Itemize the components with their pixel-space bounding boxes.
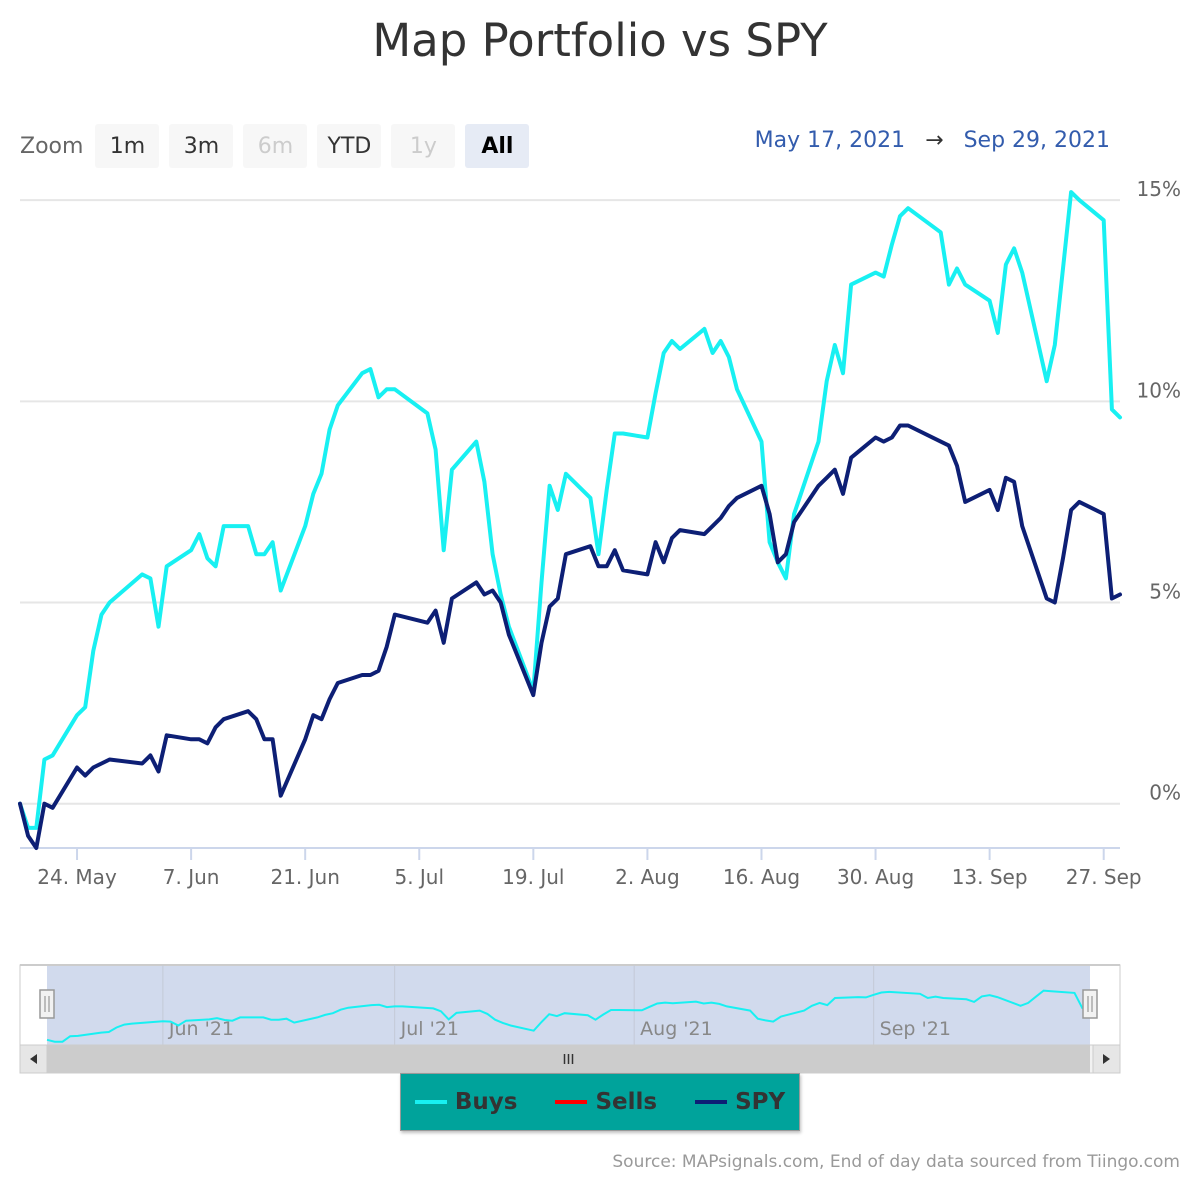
y-axis: 0% 5% 10% 15% [1137, 177, 1181, 805]
x-tick-label: 21. Jun [270, 865, 339, 889]
zoom-3m-button[interactable]: 3m [169, 124, 234, 168]
gridlines [20, 199, 1120, 805]
navigator[interactable]: Jun '21 Jul '21 Aug '21 Sep '21 [19, 964, 1121, 1074]
navigator-month-label: Jun '21 [168, 1018, 234, 1040]
legend-label-sells: Sells [595, 1089, 658, 1115]
legend-swatch-spy [695, 1100, 728, 1104]
navigator-left-handle[interactable] [39, 989, 55, 1019]
legend-item-spy[interactable]: SPY [695, 1089, 785, 1115]
scroll-right-arrow-icon [1103, 1054, 1110, 1064]
zoom-6m-button: 6m [243, 124, 308, 168]
range-arrow-icon: → [925, 128, 944, 153]
x-tick-label: 30. Aug [837, 865, 914, 889]
zoom-label: Zoom [20, 133, 84, 159]
legend: Buys Sells SPY [400, 1073, 800, 1131]
series-line-spy [18, 423, 1122, 850]
range-from-date[interactable]: May 17, 2021 [754, 128, 906, 153]
credits-text[interactable]: Source: MAPsignals.com, End of day data … [612, 1152, 1180, 1172]
legend-label-spy: SPY [735, 1089, 786, 1115]
series-line-buys [18, 190, 1122, 830]
zoom-toolbar: Zoom 1m 3m 6m YTD 1y All [20, 124, 539, 168]
legend-item-buys[interactable]: Buys [414, 1089, 518, 1115]
x-tick-label: 2. Aug [615, 865, 680, 889]
zoom-all-button[interactable]: All [465, 124, 530, 168]
x-tick-label: 27. Sep [1066, 865, 1142, 889]
handle-body [1082, 989, 1098, 1019]
y-tick-label: 5% [1149, 580, 1181, 604]
y-tick-label: 10% [1137, 378, 1181, 402]
x-tick-label: 13. Sep [952, 865, 1028, 889]
x-tick-label: 5. Jul [394, 865, 444, 889]
legend-item-sells[interactable]: Sells [555, 1089, 657, 1115]
handle-body [39, 989, 55, 1019]
x-tick-label: 16. Aug [723, 865, 800, 889]
navigator-month-label: Sep '21 [880, 1018, 951, 1040]
x-tick-label: 24. May [37, 865, 117, 889]
zoom-1y-button: 1y [391, 124, 456, 168]
navigator-right-handle[interactable] [1082, 989, 1098, 1019]
y-tick-label: 15% [1137, 177, 1181, 201]
x-tick-label: 7. Jun [163, 865, 220, 889]
legend-label-buys: Buys [454, 1089, 518, 1115]
x-axis: 24. May 7. Jun 21. Jun 5. Jul 19. Jul 2. Aug 1… [20, 847, 1142, 889]
range-to-date[interactable]: Sep 29, 2021 [963, 128, 1110, 153]
legend-swatch-buys [414, 1100, 447, 1104]
navigator-month-label: Jul '21 [400, 1018, 459, 1040]
zoom-1m-button[interactable]: 1m [95, 124, 160, 168]
navigator-series-line [46, 989, 1091, 1043]
plot-area[interactable] [18, 190, 1122, 850]
navigator-frame [19, 964, 1121, 1046]
navigator-selection [47, 965, 1090, 1045]
legend-swatch-sells [555, 1100, 588, 1104]
navigator-scrollbar[interactable] [19, 1044, 1121, 1074]
scroll-left-arrow-icon [30, 1054, 37, 1064]
x-tick-label: 19. Jul [502, 865, 564, 889]
y-tick-label: 0% [1149, 781, 1181, 805]
chart-title: Map Portfolio vs SPY [372, 14, 828, 67]
date-range-display: May 17, 2021 → Sep 29, 2021 [755, 128, 1110, 153]
zoom-ytd-button[interactable]: YTD [317, 124, 382, 168]
navigator-month-label: Aug '21 [640, 1018, 713, 1040]
